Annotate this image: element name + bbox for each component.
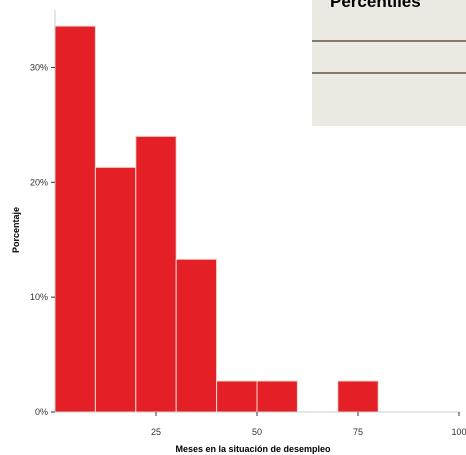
x-ticks-group: 25 50 75 100: [151, 412, 466, 437]
x-tick-label: 100: [451, 427, 466, 437]
y-axis-title: Porcentaje: [11, 207, 21, 253]
y-tick-label: 20%: [30, 177, 48, 187]
x-tick-label: 75: [353, 427, 363, 437]
bars-group: [54, 25, 379, 413]
histogram-bar: [135, 135, 177, 413]
histogram-bar: [256, 380, 298, 413]
y-tick-label: 10%: [30, 292, 48, 302]
x-axis-title: Meses en la situación de desempleo: [175, 444, 331, 454]
y-tick-label: 0%: [35, 407, 48, 417]
histogram-bar: [175, 258, 218, 413]
y-tick-label: 30%: [30, 62, 48, 72]
histogram-bar: [54, 25, 96, 413]
table-rule: [312, 72, 466, 74]
histogram-bar: [216, 380, 258, 413]
x-tick-label: 25: [151, 427, 161, 437]
y-ticks-group: 0% 10% 20% 30%: [30, 62, 55, 417]
percentiles-table-overlay: Percentiles: [312, 0, 466, 126]
percentiles-title: Percentiles: [330, 0, 421, 11]
histogram-bar: [94, 166, 137, 413]
histogram-bar: [337, 380, 379, 413]
x-tick-label: 50: [252, 427, 262, 437]
table-rule: [312, 40, 466, 42]
